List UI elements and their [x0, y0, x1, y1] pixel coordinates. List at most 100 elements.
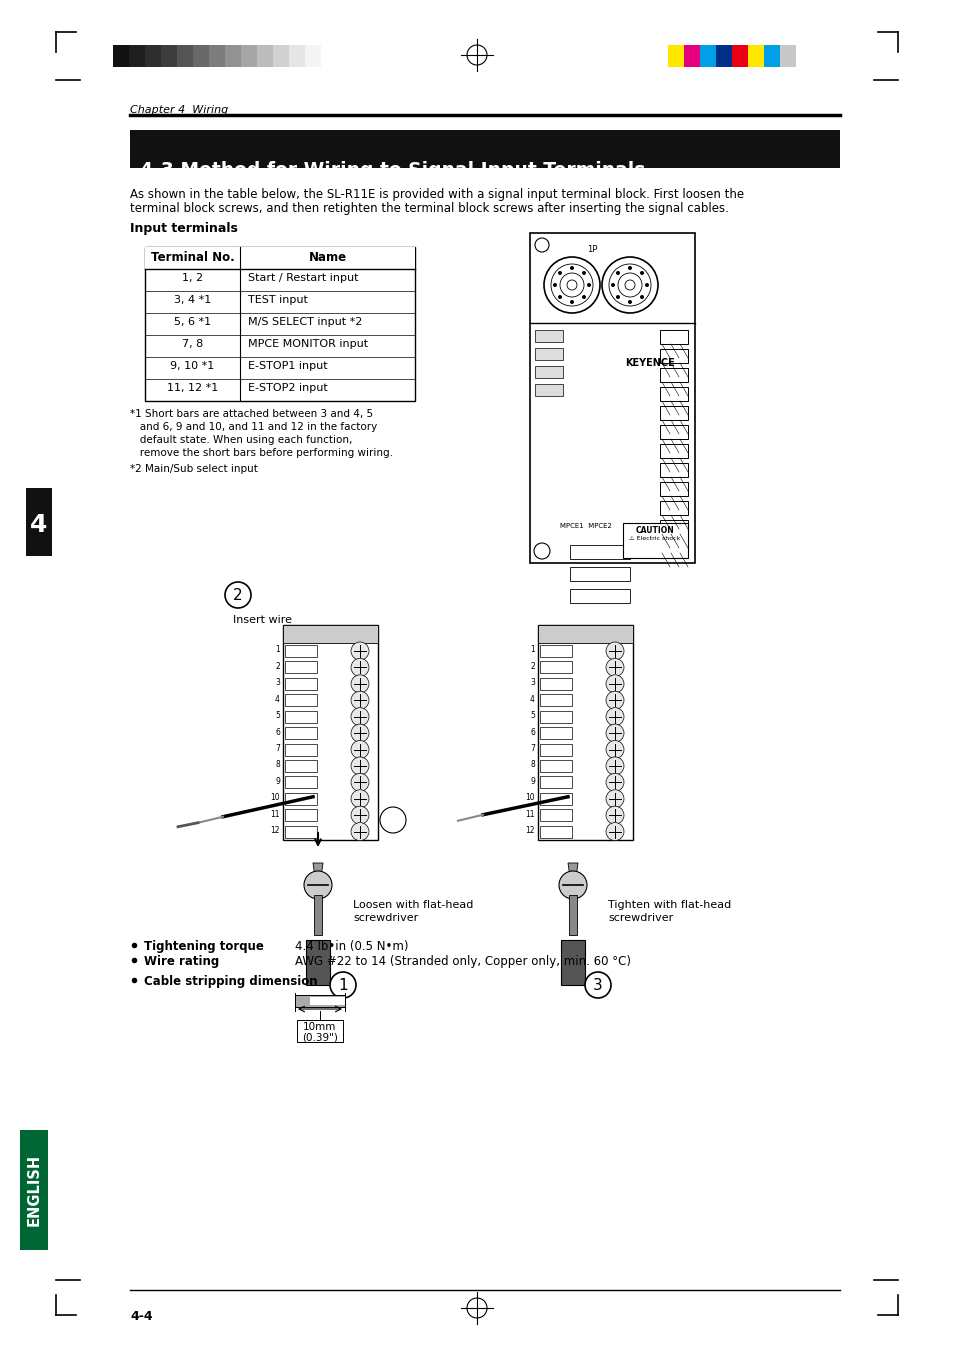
Text: Terminal No.: Terminal No. — [151, 251, 234, 263]
Text: 5: 5 — [274, 711, 280, 720]
Text: 4-3 Method for Wiring to Signal Input Terminals: 4-3 Method for Wiring to Signal Input Te… — [140, 161, 644, 180]
Bar — [256, 45, 273, 68]
Circle shape — [644, 282, 648, 286]
Circle shape — [553, 282, 557, 286]
Polygon shape — [567, 863, 578, 877]
Circle shape — [351, 676, 369, 693]
Text: 2: 2 — [275, 662, 280, 671]
Text: 2: 2 — [233, 588, 243, 603]
Text: 4: 4 — [530, 694, 535, 704]
Bar — [285, 759, 316, 771]
Text: E-STOP1 input: E-STOP1 input — [248, 361, 327, 372]
Bar — [130, 130, 840, 168]
Bar — [659, 482, 687, 496]
Text: *2 Main/Sub select input: *2 Main/Sub select input — [130, 463, 257, 474]
Text: 3: 3 — [274, 678, 280, 688]
Bar — [568, 894, 577, 935]
Bar — [285, 711, 316, 723]
Circle shape — [605, 724, 623, 742]
Bar — [285, 678, 316, 690]
Bar — [241, 45, 256, 68]
Circle shape — [351, 773, 369, 792]
Bar — [659, 520, 687, 534]
Bar — [659, 407, 687, 420]
Bar — [225, 45, 241, 68]
Text: 11, 12 *1: 11, 12 *1 — [167, 382, 218, 393]
Text: 5, 6 *1: 5, 6 *1 — [173, 317, 211, 327]
Bar — [283, 626, 377, 840]
Bar — [539, 644, 572, 657]
Bar — [296, 1020, 343, 1042]
Text: MPCE MONITOR input: MPCE MONITOR input — [248, 339, 368, 349]
Text: terminal block screws, and then retighten the terminal block screws after insert: terminal block screws, and then retighte… — [130, 203, 728, 215]
Text: Tighten with flat-head: Tighten with flat-head — [607, 900, 731, 911]
Text: TEST input: TEST input — [248, 295, 308, 305]
Bar — [537, 626, 633, 840]
Text: 4: 4 — [274, 694, 280, 704]
Text: 12: 12 — [525, 825, 535, 835]
Text: 6: 6 — [274, 728, 280, 736]
Text: As shown in the table below, the SL-R11E is provided with a signal input termina: As shown in the table below, the SL-R11E… — [130, 188, 743, 201]
Bar — [539, 727, 572, 739]
Bar — [26, 488, 52, 557]
Bar — [20, 1129, 48, 1250]
Text: 6: 6 — [530, 728, 535, 736]
Text: 10: 10 — [525, 793, 535, 802]
Bar — [569, 567, 629, 581]
Circle shape — [351, 823, 369, 840]
Circle shape — [584, 971, 610, 998]
Bar — [145, 45, 161, 68]
Bar — [539, 711, 572, 723]
Bar — [539, 743, 572, 755]
Text: 9: 9 — [530, 777, 535, 786]
Circle shape — [351, 708, 369, 725]
Bar — [731, 45, 747, 68]
Bar — [539, 678, 572, 690]
Text: 8: 8 — [530, 761, 535, 770]
Bar — [747, 45, 763, 68]
Bar — [285, 809, 316, 821]
Bar — [659, 330, 687, 345]
Circle shape — [605, 676, 623, 693]
Text: 1P: 1P — [586, 245, 597, 254]
Bar — [314, 894, 322, 935]
Bar — [285, 825, 316, 838]
Circle shape — [558, 272, 561, 276]
Text: 1: 1 — [275, 646, 280, 654]
Text: 12: 12 — [271, 825, 280, 835]
Circle shape — [351, 724, 369, 742]
Text: Tightening torque: Tightening torque — [144, 940, 264, 952]
Text: Cable stripping dimension: Cable stripping dimension — [144, 975, 317, 988]
Circle shape — [304, 871, 332, 898]
Bar — [112, 45, 129, 68]
Bar — [273, 45, 289, 68]
Circle shape — [558, 871, 586, 898]
Circle shape — [605, 807, 623, 824]
Circle shape — [627, 300, 631, 304]
Bar — [539, 825, 572, 838]
Circle shape — [605, 740, 623, 758]
Circle shape — [605, 658, 623, 677]
Bar — [539, 759, 572, 771]
Bar — [285, 644, 316, 657]
Circle shape — [225, 582, 251, 608]
Bar — [560, 940, 584, 985]
Text: Wire rating: Wire rating — [144, 955, 219, 969]
Circle shape — [569, 300, 574, 304]
Text: default state. When using each function,: default state. When using each function, — [130, 435, 352, 444]
Text: and 6, 9 and 10, and 11 and 12 in the factory: and 6, 9 and 10, and 11 and 12 in the fa… — [130, 422, 376, 432]
Text: Start / Restart input: Start / Restart input — [248, 273, 358, 282]
Text: 3: 3 — [530, 678, 535, 688]
Bar — [569, 589, 629, 603]
Circle shape — [627, 266, 631, 270]
Circle shape — [351, 740, 369, 758]
Text: 1, 2: 1, 2 — [182, 273, 203, 282]
Text: 7: 7 — [274, 744, 280, 753]
Circle shape — [610, 282, 615, 286]
Text: 11: 11 — [271, 809, 280, 819]
Text: CAUTION: CAUTION — [635, 526, 674, 535]
Text: 11: 11 — [525, 809, 535, 819]
Circle shape — [351, 757, 369, 775]
Text: 4: 4 — [30, 513, 48, 536]
Bar — [659, 444, 687, 458]
